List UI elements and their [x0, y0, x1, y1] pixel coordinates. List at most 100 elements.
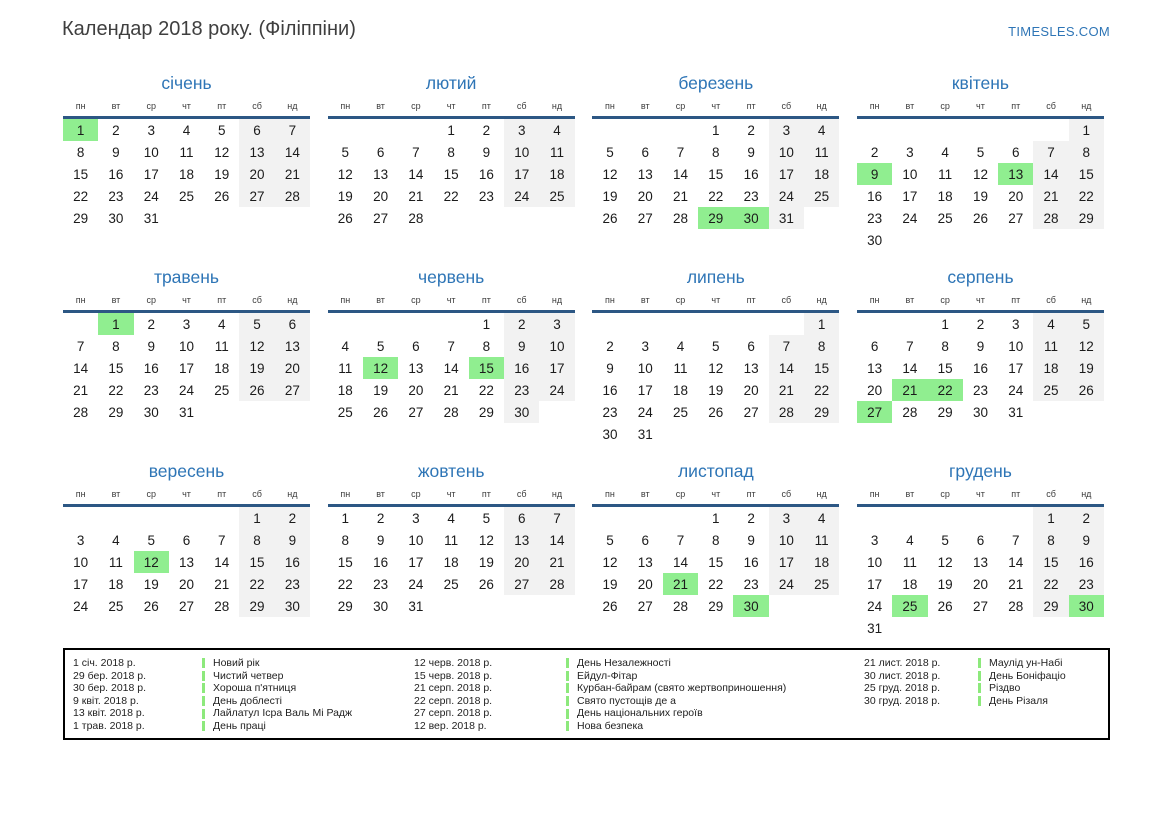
month-table: пн вт ср чт пт сб нд 1 2 3 4 5 6 7 8 9 10 11 12 13 14 15 16 17 1…	[63, 295, 310, 423]
weekend-day-cell: 9	[1068, 529, 1104, 551]
day-cell: 13	[637, 166, 653, 182]
weekend-day-cell: 24	[768, 185, 804, 207]
weekday-header: нд	[274, 295, 310, 313]
day-cell: 26	[214, 188, 230, 204]
weekday-header: нд	[274, 489, 310, 507]
day-cell: 5	[147, 532, 155, 548]
day-cell: 2	[747, 122, 755, 138]
empty-cell	[504, 207, 539, 229]
month-title: серпень	[947, 267, 1014, 287]
weekend-day-cell: 24	[539, 379, 575, 401]
weekend-day-cell: 15	[1033, 551, 1069, 573]
weekend-day-cell: 1	[239, 505, 275, 529]
site-link[interactable]: TIMESLES.COM	[1008, 24, 1110, 39]
day-cell: 18	[214, 360, 230, 376]
weekend-day-cell: 2	[504, 311, 540, 335]
weekend-day-cell: 8	[1033, 529, 1069, 551]
day-cell: 4	[941, 144, 949, 160]
weekday-header: пт	[998, 101, 1034, 119]
day-cell: 23	[373, 576, 389, 592]
weekend-day-cell: 11	[804, 529, 840, 551]
empty-cell	[998, 617, 1033, 639]
day-cell: 29	[73, 210, 89, 226]
holiday-marker-icon	[202, 670, 205, 681]
day-cell: 6	[182, 532, 191, 548]
legend-dates-column: 12 черв. 2018 р. 15 черв. 2018 р. 21 серп.…	[414, 657, 566, 733]
weekend-day-cell: 12	[239, 335, 275, 357]
weekday-header: чт	[433, 295, 469, 313]
legend-holiday-name: День доблесті	[213, 694, 283, 707]
empty-cell	[275, 207, 310, 229]
holiday-day-cell: 9	[856, 163, 893, 185]
day-cell: 25	[443, 576, 459, 592]
day-cell: 27	[637, 598, 653, 614]
weekday-header: чт	[962, 489, 999, 507]
weekend-day-cell: 1	[804, 311, 840, 335]
weekend-day-cell: 22	[1033, 573, 1069, 595]
month-block-червень: червень пн вт ср чт пт сб нд 1 2 3 4 5 6 7 8 9 10 11 12 13 14…	[327, 266, 575, 423]
day-cell: 17	[143, 166, 159, 182]
legend-holiday-entry: Чистий четвер	[202, 670, 414, 683]
weekend-day-cell: 10	[539, 335, 575, 357]
weekday-header: вт	[627, 489, 663, 507]
day-cell: 31	[867, 620, 883, 636]
day-cell: 26	[708, 404, 724, 420]
day-cell: 4	[906, 532, 914, 548]
month-table: пн вт ср чт пт сб нд 1 2 3 4 5 6 7 8 9 10 11 12 13 14 15 16 17 1…	[592, 295, 840, 445]
weekday-header: пн	[856, 295, 893, 313]
weekend-day-cell: 13	[274, 335, 310, 357]
empty-cell	[628, 506, 663, 530]
day-cell: 8	[712, 532, 720, 548]
weekend-day-cell: 25	[539, 185, 575, 207]
empty-cell	[892, 506, 927, 530]
weekday-header: пт	[733, 295, 769, 313]
day-cell: 9	[482, 144, 491, 160]
weekday-header: пт	[468, 489, 505, 507]
day-cell: 21	[443, 382, 459, 398]
day-cell: 28	[443, 404, 459, 420]
day-cell: 22	[443, 188, 459, 204]
weekday-header: сб	[1033, 489, 1069, 507]
weekday-header: ср	[662, 489, 699, 507]
weekend-day-cell: 31	[768, 207, 804, 229]
weekend-day-cell: 18	[1033, 357, 1069, 379]
legend-holiday-name: Маулід ун-Набі	[989, 657, 1063, 669]
month-block-січень: січень пн вт ср чт пт сб нд 1 2 3 4 5 6 7 8 9 10 11 12 13 14 1…	[63, 72, 310, 229]
day-cell: 2	[112, 122, 120, 138]
day-cell: 21	[673, 188, 689, 204]
empty-cell	[663, 506, 698, 530]
weekday-header: нд	[1068, 295, 1104, 313]
empty-cell	[239, 401, 274, 423]
weekend-day-cell: 22	[804, 379, 840, 401]
weekend-day-cell: 26	[1068, 379, 1104, 401]
day-cell: 14	[902, 360, 918, 376]
weekend-day-cell: 21	[274, 163, 310, 185]
weekday-header: пн	[592, 489, 628, 507]
day-cell: 13	[972, 554, 988, 570]
weekday-header: чт	[962, 101, 999, 119]
day-cell: 5	[341, 144, 350, 160]
empty-cell	[434, 595, 469, 617]
day-cell: 16	[143, 360, 159, 376]
legend-holiday-entry: Ейдул-Фітар	[566, 670, 864, 683]
day-cell: 22	[708, 576, 724, 592]
day-cell: 15	[708, 554, 724, 570]
day-cell: 27	[972, 598, 988, 614]
weekday-header: чт	[168, 295, 205, 313]
day-cell: 1	[712, 122, 720, 138]
day-cell: 1	[482, 316, 491, 332]
legend-holiday-date: 1 трав. 2018 р.	[73, 719, 145, 732]
legend-holiday-entry: Свято пустощів де а	[566, 695, 864, 708]
day-cell: 17	[408, 554, 424, 570]
weekend-day-cell: 27	[504, 573, 540, 595]
day-cell: 26	[602, 210, 618, 226]
empty-cell	[892, 617, 927, 639]
weekend-day-cell: 8	[804, 335, 840, 357]
empty-cell	[469, 207, 504, 229]
weekday-header: нд	[539, 489, 575, 507]
weekend-day-cell: 22	[239, 573, 275, 595]
holiday-day-cell: 21	[662, 573, 699, 595]
day-cell: 2	[376, 510, 385, 526]
weekend-day-cell: 4	[1033, 311, 1069, 335]
